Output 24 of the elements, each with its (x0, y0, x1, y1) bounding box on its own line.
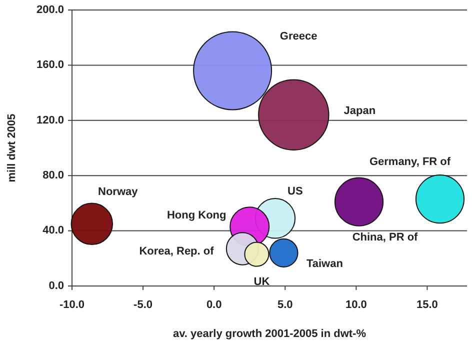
x-tick-label: -10.0 (59, 299, 85, 311)
series-label: Korea, Rep. of (139, 246, 214, 258)
series-label: China, PR of (352, 232, 418, 244)
y-tick-label: 200.0 (36, 4, 64, 16)
x-tick-label: 10.0 (345, 299, 367, 311)
series-label: US (288, 185, 303, 198)
y-tick-label: 40.0 (42, 224, 64, 237)
x-tick-label: 15.0 (416, 299, 438, 311)
x-tick-label: -5.0 (134, 299, 153, 311)
y-tick-label: 80.0 (42, 170, 64, 182)
series-label: Hong Kong (166, 210, 226, 222)
series-label: Norway (98, 186, 139, 198)
x-axis-title: av. yearly growth 2001-2005 in dwt-% (173, 328, 366, 340)
x-tick-label: 0.0 (206, 299, 222, 311)
series-label: Taiwan (306, 258, 344, 270)
x-tick-label: 5.0 (277, 299, 293, 311)
y-axis-title: mill dwt 2005 (6, 114, 18, 182)
series-label: UK (254, 276, 270, 288)
y-tick-label: 160.0 (36, 59, 64, 72)
series-label: Germany, FR of (369, 156, 451, 168)
series-label: Japan (344, 104, 376, 117)
series-label: Greece (280, 30, 318, 43)
y-tick-label: 120.0 (36, 114, 64, 126)
y-tick-label: 0.0 (48, 280, 64, 292)
